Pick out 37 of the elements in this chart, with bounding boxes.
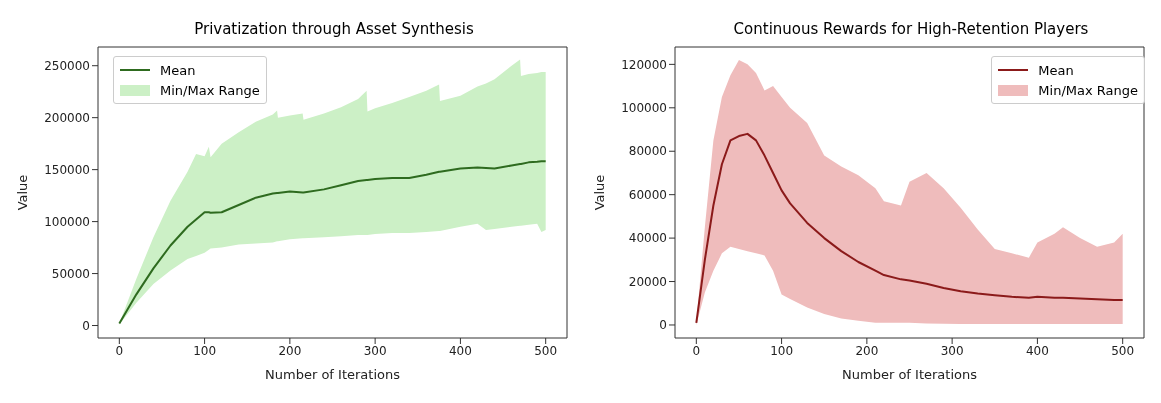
x-tick-label: 300 — [940, 343, 964, 358]
y-tick-label: 0 — [82, 318, 90, 333]
x-tick-label: 0 — [692, 343, 701, 358]
y-tick-label: 20000 — [628, 274, 667, 289]
y-tick-label: 0 — [659, 318, 667, 333]
y-tick-label: 40000 — [628, 231, 667, 246]
y-tick-label: 50000 — [51, 266, 90, 281]
y-tick-label: 100000 — [44, 214, 90, 229]
y-tick-label: 200000 — [44, 110, 90, 125]
y-tick-label: 80000 — [628, 144, 667, 159]
y-axis-title: Value — [591, 174, 607, 211]
x-tick-label: 200 — [278, 343, 302, 358]
line-series — [695, 132, 1124, 324]
x-tick-label: 0 — [115, 343, 124, 358]
chart-title: Privatization through Asset Synthesis — [193, 20, 475, 38]
x-axis-title: Number of Iterations — [265, 367, 401, 382]
y-tick-label: 150000 — [44, 162, 90, 177]
y-tick-label: 250000 — [44, 58, 90, 73]
y-tick-label: 100000 — [621, 101, 667, 116]
x-tick-label: 400 — [448, 343, 472, 358]
x-tick-label: 500 — [534, 343, 558, 358]
y-tick-label: 60000 — [628, 187, 667, 202]
legend-label: Mean — [160, 62, 196, 78]
x-tick-label: 300 — [363, 343, 387, 358]
x-tick-label: 400 — [1025, 343, 1049, 358]
x-tick-label: 200 — [855, 343, 879, 358]
chart-title: Continuous Rewards for High-Retention Players — [732, 20, 1090, 38]
legend-label: Min/Max Range — [1038, 82, 1138, 98]
x-axis-title: Number of Iterations — [842, 367, 978, 382]
x-tick-label: 500 — [1111, 343, 1135, 358]
line-series — [118, 160, 547, 325]
y-axis-title: Value — [14, 174, 30, 211]
legend-label: Mean — [1038, 62, 1074, 78]
legend-label: Min/Max Range — [160, 82, 260, 98]
y-tick-label: 120000 — [621, 57, 667, 72]
x-tick-label: 100 — [193, 343, 217, 358]
x-tick-label: 100 — [770, 343, 794, 358]
